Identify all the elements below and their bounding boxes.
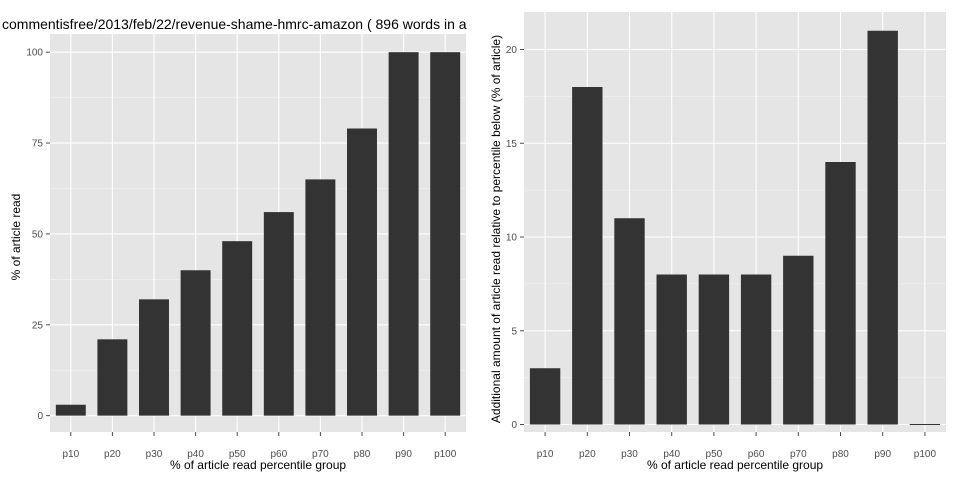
right-y-tick-label: 10 [506,233,518,244]
left-bar-p100 [430,52,461,416]
left-x-ticks: p10 p20 p30 p40 p50 p60 p70 p80 p90 p100 [62,432,457,460]
left-bar-p90 [388,52,419,416]
left-bar-p10 [55,404,86,416]
left-y-axis-title: % of article read [9,194,23,281]
left-x-tick-label-p60: p60 [270,449,287,460]
left-y-tick-label: 25 [32,320,44,331]
left-x-tick-label-p10: p10 [62,449,79,460]
right-x-tick-label-p100: p100 [914,449,937,460]
right-bar-p30 [614,218,645,425]
right-bars [529,30,941,425]
right-x-tick-label-p60: p60 [748,449,765,460]
right-y-axis-title: Additional amount of article read relati… [489,35,503,423]
left-bar-p20 [97,339,128,416]
chart-right: 0 5 10 15 20 p10 p20 p30 p40 p50 p60 p70 p80 p90 p100… [489,12,946,472]
right-bar-p50 [698,274,730,425]
right-bar-p80 [825,162,856,425]
right-y-tick-label: 15 [506,139,518,150]
left-bar-p30 [139,299,169,416]
left-bar-p60 [263,212,294,416]
left-x-tick-label-p30: p30 [146,449,163,460]
left-y-tick-label: 0 [37,411,43,422]
left-y-tick-label: 75 [32,139,44,150]
left-x-tick-label-p70: p70 [312,449,329,460]
right-bar-p10 [529,368,561,425]
left-bar-p70 [305,179,336,416]
right-bar-p90 [867,30,898,425]
left-x-tick-label-p20: p20 [104,449,121,460]
left-x-axis-title: % of article read percentile group [170,458,346,472]
left-x-tick-label-p80: p80 [354,449,371,460]
left-x-tick-label-p50: p50 [229,449,246,460]
left-y-tick-label: 50 [32,229,44,240]
right-bar-p100 [909,424,941,425]
right-bar-p20 [572,87,603,425]
right-x-tick-label-p70: p70 [790,449,807,460]
right-bar-p70 [783,255,814,425]
right-x-axis-title: % of article read percentile group [647,458,823,472]
left-x-tick-label-p100: p100 [434,449,457,460]
left-y-tick-label: 100 [26,48,43,59]
left-bar-p40 [180,270,211,416]
right-y-tick-label: 20 [506,45,518,56]
right-x-tick-label-p30: p30 [621,449,638,460]
left-x-tick-label-p40: p40 [187,449,204,460]
right-y-ticks: 0 5 10 15 20 [506,45,524,431]
right-x-tick-label-p90: p90 [874,449,891,460]
left-x-tick-label-p90: p90 [395,449,412,460]
left-bar-p50 [222,241,253,416]
right-x-tick-label-p20: p20 [579,449,596,460]
right-x-tick-label-p50: p50 [706,449,723,460]
right-x-tick-label-p10: p10 [537,449,554,460]
right-y-tick-label: 5 [511,326,517,337]
right-x-tick-label-p40: p40 [663,449,680,460]
right-bar-p40 [656,274,687,425]
left-y-ticks: 0 25 50 75 100 [26,48,50,422]
right-x-tick-label-p80: p80 [832,449,849,460]
left-chart-title: commentisfree/2013/feb/22/revenue-shame-… [2,16,467,32]
right-bar-p60 [740,274,772,425]
right-x-ticks: p10 p20 p30 p40 p50 p60 p70 p80 p90 p100 [537,432,937,460]
left-bars [55,52,461,416]
left-bar-p80 [347,128,377,416]
right-y-tick-label: 0 [511,420,517,431]
